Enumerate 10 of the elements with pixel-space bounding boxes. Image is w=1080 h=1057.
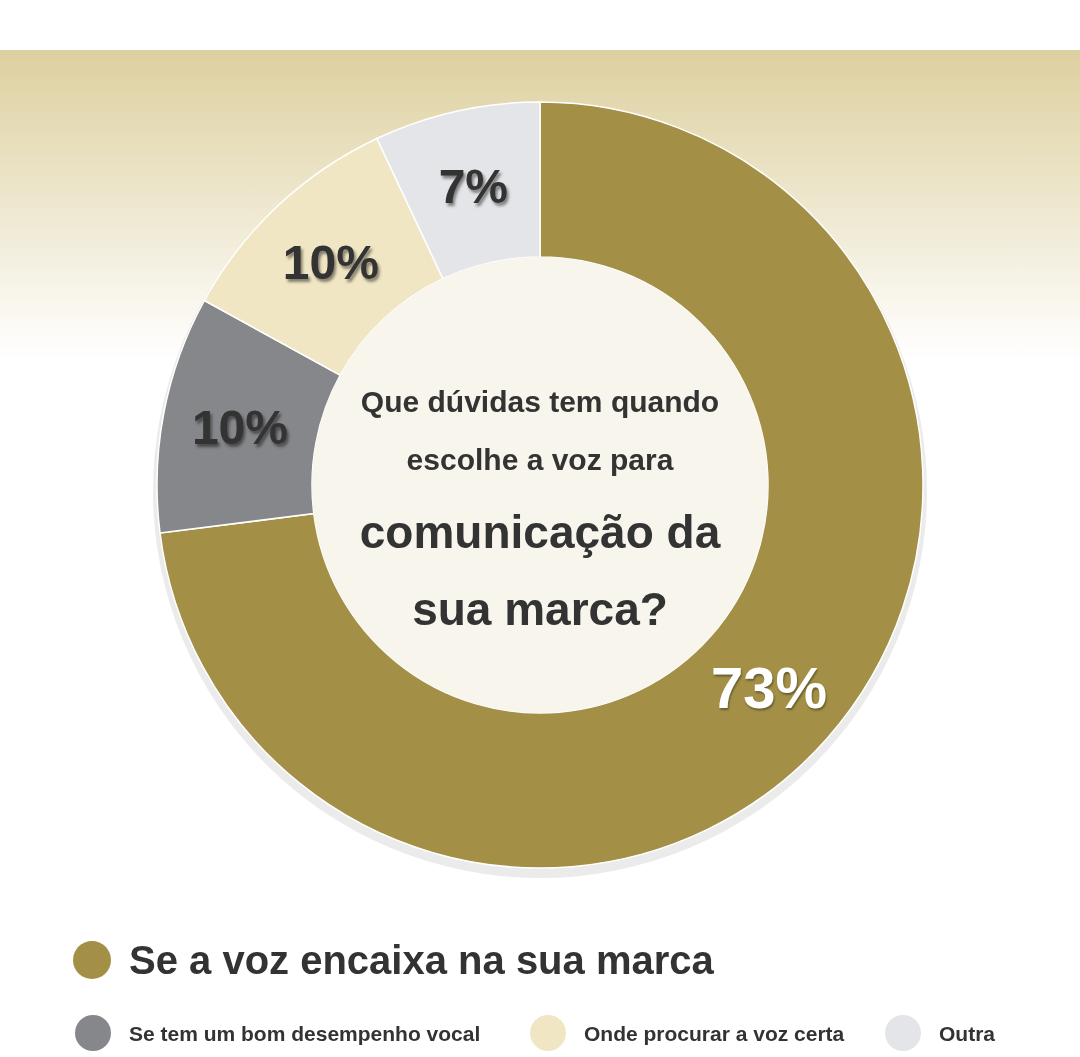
text: Que dúvidas tem quando escolhe a voz para comunicação da sua marca? [359, 385, 721, 635]
legend-label: Outra [939, 1021, 996, 1045]
legend-label: Se tem um bom desempenho vocal [129, 1021, 481, 1045]
data-label: 73% [711, 654, 828, 720]
donut-slice [159, 101, 924, 869]
legend-label: Se a voz encaixa na sua marca [129, 938, 715, 982]
data-label: 7% [438, 160, 509, 214]
legend-label: Onde procurar a voz certa [584, 1021, 845, 1045]
data-label: 10% [282, 235, 379, 289]
data-label: 10% [191, 401, 288, 455]
